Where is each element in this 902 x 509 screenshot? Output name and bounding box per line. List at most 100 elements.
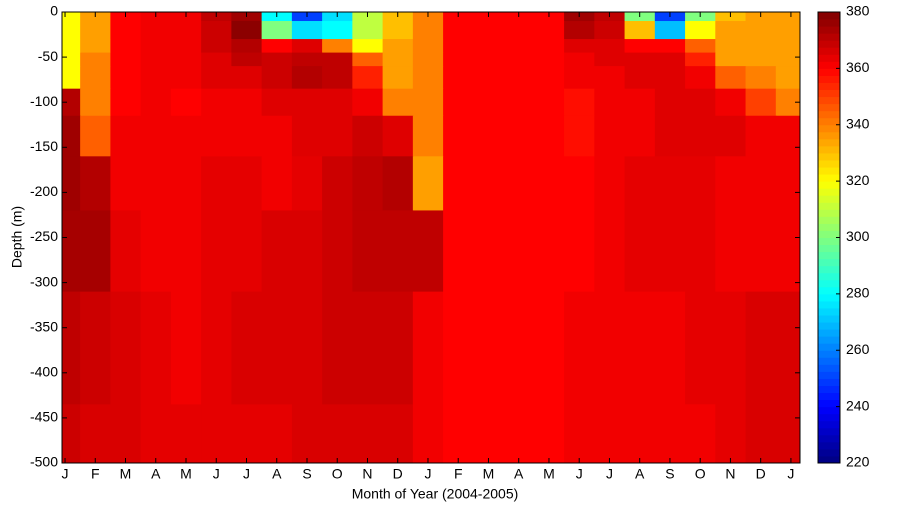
- colorbar-swatch: [818, 89, 840, 98]
- cell: [201, 52, 232, 67]
- cell: [261, 404, 293, 463]
- cell: [564, 210, 595, 293]
- cell: [503, 156, 535, 211]
- cell: [654, 210, 686, 293]
- cell: [291, 115, 323, 157]
- colorbar-swatch: [818, 441, 840, 450]
- cell: [62, 88, 81, 117]
- cell: [624, 156, 656, 211]
- cell: [564, 88, 595, 117]
- cell: [261, 115, 293, 157]
- cell: [775, 156, 800, 211]
- cell: [80, 156, 111, 211]
- colorbar-swatch: [818, 258, 840, 267]
- cell: [624, 115, 656, 157]
- cell: [201, 404, 232, 463]
- y-tick-label: -450: [30, 409, 58, 425]
- cell: [62, 156, 81, 211]
- colorbar-swatch: [818, 244, 840, 253]
- cell: [412, 52, 444, 67]
- cell: [443, 52, 474, 67]
- cell: [231, 404, 263, 463]
- x-tick-label: M: [180, 466, 192, 482]
- cell: [745, 404, 777, 463]
- cell: [322, 404, 353, 463]
- x-axis-label: Month of Year (2004-2005): [352, 486, 519, 502]
- cell: [412, 21, 444, 40]
- cell: [503, 39, 535, 54]
- cell: [80, 115, 111, 157]
- cell: [412, 404, 444, 463]
- heatmap: [62, 12, 800, 463]
- x-tick-label: J: [213, 466, 220, 482]
- colorbar-swatch: [818, 371, 840, 379]
- cell: [715, 52, 747, 67]
- cell: [473, 21, 505, 40]
- cell: [322, 156, 353, 211]
- cell: [62, 52, 81, 67]
- cell: [382, 21, 414, 40]
- colorbar-swatch: [818, 145, 840, 154]
- x-tick-label: A: [635, 466, 645, 482]
- cell: [352, 210, 384, 293]
- cell: [170, 66, 202, 90]
- y-tick-label: -350: [30, 318, 58, 334]
- cell: [654, 404, 686, 463]
- colorbar-swatch: [818, 223, 840, 231]
- cell: [685, 88, 716, 117]
- colorbar-tick-label: 360: [846, 59, 870, 75]
- cell: [745, 291, 777, 405]
- cell: [352, 52, 384, 67]
- cell: [201, 39, 232, 54]
- colorbar-swatch: [818, 110, 840, 119]
- colorbar-swatch: [818, 124, 840, 133]
- cell: [594, 210, 626, 293]
- cell: [443, 21, 474, 40]
- cell: [533, 291, 565, 405]
- cell: [624, 291, 656, 405]
- colorbar-swatch: [818, 96, 840, 105]
- cell: [685, 39, 716, 54]
- x-tick-label: F: [91, 466, 100, 482]
- cell: [503, 115, 535, 157]
- cell: [443, 88, 474, 117]
- cell: [473, 210, 505, 293]
- cell: [62, 115, 81, 157]
- cell: [564, 156, 595, 211]
- colorbar-swatch: [818, 420, 840, 429]
- cell: [261, 291, 293, 405]
- cell: [443, 404, 474, 463]
- cell: [291, 156, 323, 211]
- cell: [654, 66, 686, 90]
- cell: [624, 39, 656, 54]
- cell: [231, 156, 263, 211]
- x-tick-label: O: [695, 466, 706, 482]
- cell: [685, 156, 716, 211]
- cell: [80, 404, 111, 463]
- colorbar: 220 240 260 280 300 320 340 360 380: [817, 3, 870, 470]
- x-tick-label: N: [362, 466, 372, 482]
- cell: [231, 210, 263, 293]
- cell: [110, 156, 142, 211]
- cell: [503, 291, 535, 405]
- x-tick-label: J: [576, 466, 583, 482]
- x-tick-label: M: [483, 466, 495, 482]
- cell: [654, 21, 686, 40]
- cell: [170, 291, 202, 405]
- cell: [261, 21, 293, 40]
- cell: [775, 210, 800, 293]
- cell: [533, 156, 565, 211]
- cell: [564, 21, 595, 40]
- cell: [473, 291, 505, 405]
- y-tick-label: -250: [30, 228, 58, 244]
- cell: [140, 115, 172, 157]
- cell: [62, 12, 81, 22]
- colorbar-swatch: [818, 427, 840, 436]
- colorbar-swatch: [818, 202, 840, 210]
- colorbar-swatch: [818, 300, 840, 309]
- cell: [382, 39, 414, 54]
- colorbar-swatch: [818, 315, 840, 323]
- cell: [533, 404, 565, 463]
- colorbar-swatch: [818, 265, 840, 274]
- y-tick-label: -400: [30, 364, 58, 380]
